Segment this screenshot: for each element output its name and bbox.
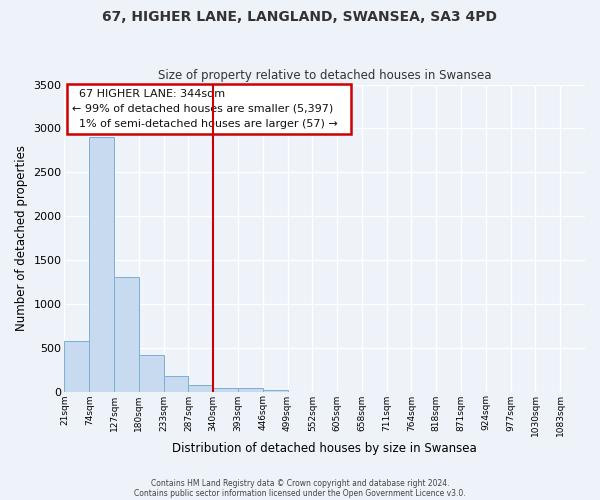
Bar: [188, 384, 213, 392]
X-axis label: Distribution of detached houses by size in Swansea: Distribution of detached houses by size …: [172, 442, 477, 455]
Text: 67, HIGHER LANE, LANGLAND, SWANSEA, SA3 4PD: 67, HIGHER LANE, LANGLAND, SWANSEA, SA3 …: [103, 10, 497, 24]
Bar: [89, 137, 114, 392]
Title: Size of property relative to detached houses in Swansea: Size of property relative to detached ho…: [158, 69, 491, 82]
Bar: [139, 354, 164, 392]
Bar: [64, 340, 89, 392]
Text: Contains HM Land Registry data © Crown copyright and database right 2024.: Contains HM Land Registry data © Crown c…: [151, 478, 449, 488]
Bar: [114, 276, 139, 392]
Text: 67 HIGHER LANE: 344sqm  
← 99% of detached houses are smaller (5,397)
  1% of se: 67 HIGHER LANE: 344sqm ← 99% of detached…: [72, 89, 345, 129]
Y-axis label: Number of detached properties: Number of detached properties: [15, 145, 28, 331]
Bar: [263, 390, 287, 392]
Bar: [238, 388, 263, 392]
Bar: [164, 376, 188, 392]
Text: Contains public sector information licensed under the Open Government Licence v3: Contains public sector information licen…: [134, 488, 466, 498]
Bar: [213, 388, 238, 392]
